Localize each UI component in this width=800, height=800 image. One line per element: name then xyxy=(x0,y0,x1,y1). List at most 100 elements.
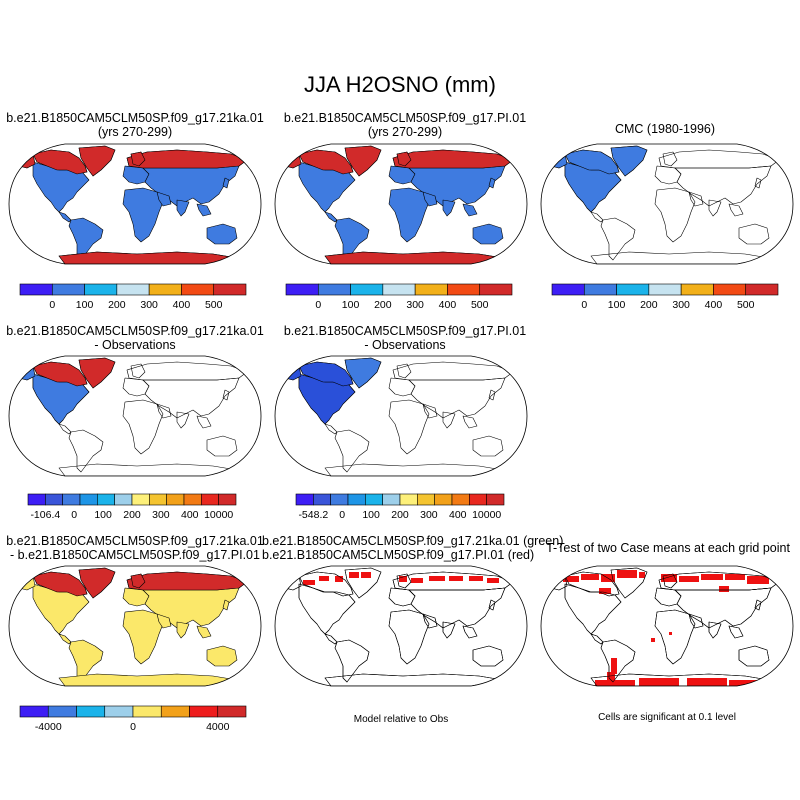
land-arabia xyxy=(156,191,172,207)
colorbar-swatch xyxy=(189,705,219,718)
significant-cell xyxy=(349,572,359,578)
panel-5-title: b.e21.B1850CAM5CLM50SP.f09_g17.PI.01 - O… xyxy=(270,324,540,352)
colorbar-tick-label: 300 xyxy=(420,509,438,521)
main-title: JJA H2OSNO (mm) xyxy=(304,72,496,97)
land-southAmerica xyxy=(600,217,636,261)
colorbar-swatch xyxy=(181,283,215,296)
land-southAmerica xyxy=(334,429,370,473)
land-seasia xyxy=(196,625,212,639)
colorbar-swatch xyxy=(551,283,585,296)
colorbar-tick-label: 500 xyxy=(471,299,489,311)
land-asia xyxy=(674,165,772,207)
colorbar-tick-label: 200 xyxy=(391,509,409,521)
colorbar-panel-4: -106.4 0 100 200 300 400 10000 xyxy=(27,493,237,521)
land-arabia xyxy=(688,613,704,629)
map-panel-5 xyxy=(274,355,528,477)
map-panel-3 xyxy=(540,143,794,265)
map-panel-6 xyxy=(8,565,262,687)
land-centralAmerica xyxy=(58,633,72,645)
map-panel-1 xyxy=(8,143,262,265)
map-panel-8 xyxy=(540,565,794,687)
panel-4-title-line1: b.e21.B1850CAM5CLM50SP.f09_g17.21ka.01 xyxy=(6,324,264,338)
colorbar-tick-label: -106.4 xyxy=(30,509,60,521)
land-india xyxy=(176,621,190,639)
colorbar-swatch xyxy=(148,283,182,296)
colorbar-tick-label: 4000 xyxy=(206,721,230,733)
colorbar-swatch xyxy=(330,493,349,506)
significant-cell xyxy=(661,574,677,582)
colorbar-swatch xyxy=(149,493,167,506)
colorbar-swatch xyxy=(382,493,401,506)
colorbar-swatch xyxy=(713,283,747,296)
colorbar-tick-label: 100 xyxy=(362,509,380,521)
colorbar-tick-label: 300 xyxy=(152,509,170,521)
colorbar-tick-label: 100 xyxy=(94,509,112,521)
panel-1-title: b.e21.B1850CAM5CLM50SP.f09_g17.21ka.01 (… xyxy=(0,111,270,139)
land-japan xyxy=(222,177,230,189)
land-greenland xyxy=(344,567,382,599)
land-antarctica xyxy=(58,463,238,476)
colorbar-swatch xyxy=(19,283,53,296)
colorbar-panel-3: 0 100 200 300 400 500 xyxy=(551,283,779,311)
colorbar-tick-label: 400 xyxy=(181,509,199,521)
land-scandinavia xyxy=(130,151,146,167)
land-japan xyxy=(222,389,230,401)
colorbar-swatch xyxy=(745,283,779,296)
land-asia xyxy=(142,377,240,419)
colorbar-swatch xyxy=(218,493,237,506)
land-canadaNorth xyxy=(32,149,88,175)
colorbar-swatch xyxy=(84,283,118,296)
land-antarctica xyxy=(324,463,504,476)
land-centralAmerica xyxy=(590,633,604,645)
land-india xyxy=(176,411,190,429)
colorbar-swatch xyxy=(285,283,319,296)
panel-2-title: b.e21.B1850CAM5CLM50SP.f09_g17.PI.01 (yr… xyxy=(270,111,540,139)
significant-cell xyxy=(303,580,315,585)
land-greenland xyxy=(344,357,382,389)
land-scandinavia xyxy=(130,573,146,589)
panel-7-title-line1: b.e21.B1850CAM5CLM50SP.f09_g17.21ka.01 (… xyxy=(262,534,564,548)
colorbar-swatch xyxy=(347,493,366,506)
colorbar-tick-label: 300 xyxy=(406,299,424,311)
land-northAmerica xyxy=(564,583,622,635)
land-india xyxy=(708,199,722,217)
colorbar-tick-label: -4000 xyxy=(35,721,62,733)
land-india xyxy=(442,199,456,217)
land-antarctica xyxy=(590,673,770,686)
panel-8-title: T-Test of two Case means at each grid po… xyxy=(533,541,800,555)
colorbar-tick-label: 500 xyxy=(737,299,755,311)
colorbar-swatch xyxy=(132,705,162,718)
land-greenland xyxy=(78,357,116,389)
land-greenland xyxy=(78,567,116,599)
land-asia xyxy=(408,587,506,629)
significant-cell xyxy=(469,576,483,581)
colorbar-swatch xyxy=(51,283,85,296)
colorbar-swatch xyxy=(313,493,331,506)
colorbar-panel-1: 0 100 200 300 400 500 xyxy=(19,283,247,311)
colorbar-tick-label: 200 xyxy=(374,299,392,311)
significant-cell xyxy=(411,578,423,583)
significant-cell xyxy=(429,576,445,581)
land-centralAmerica xyxy=(324,633,338,645)
land-greenland xyxy=(610,145,648,177)
significant-cell xyxy=(729,680,759,686)
colorbar-tick-label: -548.2 xyxy=(298,509,328,521)
colorbar-swatch xyxy=(114,493,133,506)
land-canadaNorth xyxy=(32,571,88,597)
colorbar-swatch xyxy=(79,493,98,506)
colorbar-swatch xyxy=(469,493,487,506)
colorbar-swatch xyxy=(62,493,81,506)
land-australia xyxy=(472,223,504,245)
colorbar-panel-5: -548.2 0 100 200 300 400 10000 xyxy=(295,493,505,521)
colorbar-tick-label: 500 xyxy=(205,299,223,311)
land-seasia xyxy=(462,415,478,429)
land-arabia xyxy=(422,613,438,629)
map-outline xyxy=(8,143,262,265)
colorbar-swatch xyxy=(97,493,115,506)
colorbar-tick-label: 200 xyxy=(123,509,141,521)
colorbar-swatch xyxy=(183,493,202,506)
land-centralAmerica xyxy=(324,423,338,435)
colorbar-swatch xyxy=(447,283,481,296)
colorbar-tick-label: 10000 xyxy=(204,509,233,521)
panel-8-title-line1: T-Test of two Case means at each grid po… xyxy=(546,541,790,555)
